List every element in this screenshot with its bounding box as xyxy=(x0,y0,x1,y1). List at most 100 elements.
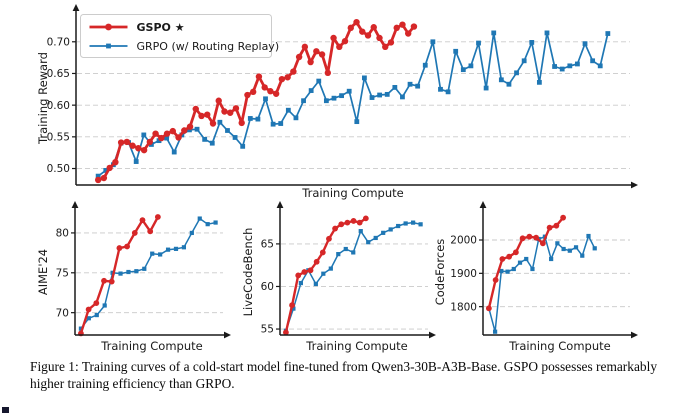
data-point xyxy=(517,260,523,265)
data-point xyxy=(232,135,238,140)
data-point xyxy=(198,112,205,120)
data-point xyxy=(307,58,314,66)
y-tick-label: 1800 xyxy=(450,301,477,313)
data-point xyxy=(209,140,215,146)
data-point xyxy=(240,143,246,149)
y-tick-label: 2000 xyxy=(450,235,477,247)
data-point xyxy=(86,316,91,321)
data-point xyxy=(346,88,352,94)
data-point xyxy=(506,253,513,260)
data-point xyxy=(164,135,170,141)
data-point xyxy=(169,127,176,135)
data-point xyxy=(339,93,344,99)
data-point xyxy=(298,280,303,286)
data-point xyxy=(255,73,263,80)
data-point xyxy=(330,34,337,42)
data-point xyxy=(308,88,314,93)
data-point xyxy=(354,119,360,125)
data-point xyxy=(112,158,119,166)
data-point xyxy=(93,300,100,307)
data-point xyxy=(460,67,466,73)
data-point xyxy=(134,269,139,274)
data-point xyxy=(95,173,101,179)
data-point xyxy=(533,234,540,241)
data-point xyxy=(103,168,109,173)
data-point xyxy=(521,58,527,64)
y-tick-label: 1900 xyxy=(450,268,477,280)
y-tick-label: 55 xyxy=(261,324,274,336)
data-point xyxy=(124,243,130,250)
data-point xyxy=(343,246,348,252)
data-point xyxy=(382,43,389,51)
data-point xyxy=(415,83,421,89)
data-point xyxy=(590,58,596,64)
data-point xyxy=(186,123,194,130)
data-point xyxy=(283,329,289,336)
data-point xyxy=(106,164,113,172)
legend-marker-gspo xyxy=(105,23,112,31)
data-point xyxy=(369,95,375,100)
data-point xyxy=(140,146,148,154)
data-point xyxy=(512,249,519,256)
data-point xyxy=(399,21,406,28)
data-point xyxy=(94,312,99,318)
data-point xyxy=(202,136,208,142)
data-point xyxy=(152,130,159,137)
data-point xyxy=(582,41,588,47)
data-point xyxy=(344,219,351,226)
y-tick-label: 75 xyxy=(56,267,69,279)
data-point xyxy=(175,134,182,141)
y-tick-label: 0.55 xyxy=(47,131,70,143)
data-point xyxy=(418,222,423,227)
data-point xyxy=(215,97,222,104)
legend-label: GRPO (w/ Routing Replay) xyxy=(137,40,280,53)
data-point xyxy=(181,245,187,250)
series-grpo xyxy=(78,216,218,331)
data-point xyxy=(567,248,572,253)
chart-training-reward: 0.50 0.55 0.60 0.65 0.70 Training Compute Trai… xyxy=(36,4,638,200)
data-point xyxy=(341,37,349,45)
data-point xyxy=(506,81,512,87)
data-point xyxy=(356,219,363,226)
data-point xyxy=(485,305,492,312)
figure-canvas: 0.50 0.55 0.60 0.65 0.70 Training Compute Trai… xyxy=(36,4,638,353)
axes: 1800 1900 2000 xyxy=(450,201,638,339)
data-point xyxy=(173,246,179,251)
data-point xyxy=(301,98,306,104)
data-point xyxy=(150,251,155,256)
data-point xyxy=(422,62,428,68)
data-point xyxy=(370,24,377,31)
data-point xyxy=(225,128,230,133)
data-point xyxy=(192,105,199,113)
data-point xyxy=(544,30,550,36)
series-gspo xyxy=(94,18,418,184)
data-point xyxy=(318,51,326,58)
data-point xyxy=(430,39,436,45)
data-point xyxy=(597,63,603,69)
data-point xyxy=(573,245,579,250)
data-point xyxy=(194,126,200,132)
data-point xyxy=(129,142,136,149)
data-point xyxy=(336,43,343,51)
data-point xyxy=(526,233,533,240)
data-point xyxy=(476,40,481,46)
data-point xyxy=(505,269,510,274)
data-point xyxy=(290,68,297,75)
data-point xyxy=(301,269,308,275)
x-axis-label: Training Compute xyxy=(100,339,202,353)
data-point xyxy=(549,256,554,262)
data-point xyxy=(204,111,211,118)
data-point xyxy=(209,120,217,127)
data-point xyxy=(316,78,322,84)
data-point xyxy=(278,121,284,126)
data-point xyxy=(147,228,154,235)
data-point xyxy=(85,306,92,313)
data-point xyxy=(135,145,142,152)
data-point xyxy=(498,77,504,83)
data-point xyxy=(499,256,506,262)
data-point xyxy=(328,266,333,271)
data-point xyxy=(126,269,131,275)
data-point xyxy=(263,96,268,102)
data-point xyxy=(244,91,251,99)
data-point xyxy=(205,222,210,227)
